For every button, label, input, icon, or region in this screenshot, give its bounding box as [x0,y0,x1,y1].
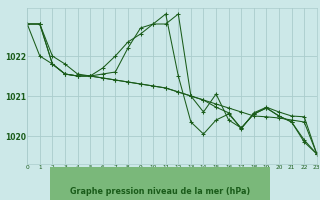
Text: Graphe pression niveau de la mer (hPa): Graphe pression niveau de la mer (hPa) [70,188,250,196]
